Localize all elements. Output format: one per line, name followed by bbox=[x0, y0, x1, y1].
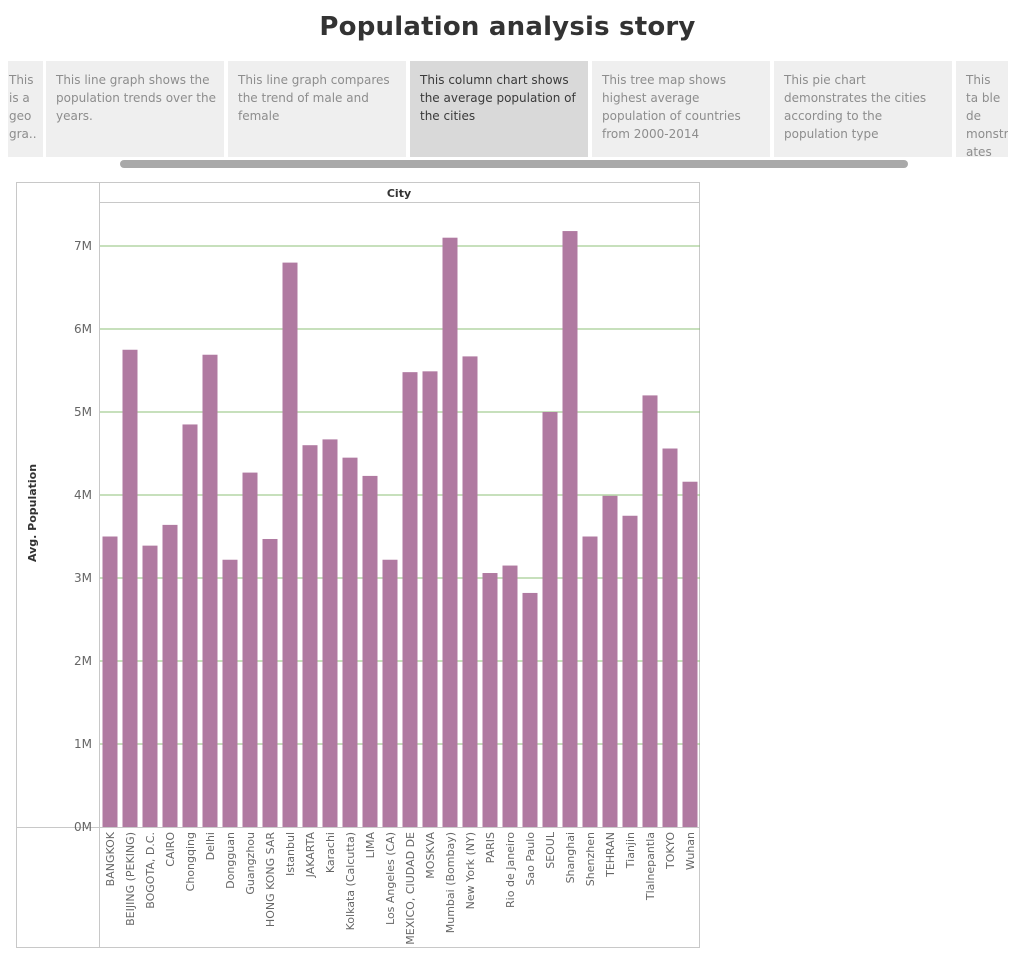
x-axis-label: Istanbul bbox=[284, 832, 297, 876]
x-axis-label: TEHRAN bbox=[604, 832, 617, 878]
bar[interactable] bbox=[402, 372, 418, 827]
bar[interactable] bbox=[622, 515, 638, 827]
story-point-2[interactable]: This line graph shows the population tre… bbox=[46, 61, 224, 157]
bar[interactable] bbox=[422, 371, 438, 827]
bar[interactable] bbox=[122, 349, 138, 827]
bar[interactable] bbox=[362, 475, 378, 827]
x-axis-label: Mumbai (Bombay) bbox=[444, 832, 457, 933]
x-axis-label: SEOUL bbox=[544, 831, 557, 869]
x-axis-label: Sao Paulo bbox=[524, 832, 537, 886]
bar[interactable] bbox=[322, 439, 338, 827]
x-axis-label: LIMA bbox=[364, 832, 377, 859]
x-axis-label: Guangzhou bbox=[244, 832, 257, 895]
bar[interactable] bbox=[102, 536, 118, 828]
column-header-label: City bbox=[387, 187, 411, 200]
y-tick-label: 7M bbox=[74, 239, 92, 253]
story-title: Population analysis story bbox=[319, 12, 696, 42]
bar[interactable] bbox=[482, 573, 498, 827]
story-point-3[interactable]: This line graph compares the trend of ma… bbox=[228, 61, 406, 157]
x-axis-label: BEIJING (PEKING) bbox=[124, 832, 137, 926]
bar[interactable] bbox=[382, 559, 398, 827]
y-tick-label: 2M bbox=[74, 654, 92, 668]
story-scrollbar[interactable] bbox=[120, 160, 908, 168]
bar[interactable] bbox=[522, 592, 538, 827]
x-axis-label: Tlalnepantla bbox=[644, 832, 657, 901]
x-axis-label: BANGKOK bbox=[104, 831, 117, 886]
bar[interactable] bbox=[282, 262, 298, 828]
bar[interactable] bbox=[342, 457, 358, 827]
y-tick-label: 1M bbox=[74, 737, 92, 751]
x-axis-labels: BANGKOK BEIJING (PEKING) BOGOTA, D.C. CAIRO… bbox=[104, 831, 697, 945]
story-point-text: This column chart shows the average popu… bbox=[420, 73, 576, 123]
chart-svg: City Avg. Population 0M 1M 2M 3M 4M 5M 6M 7M BA… bbox=[16, 182, 700, 948]
story-point-text: This tree map shows highest average popu… bbox=[602, 73, 741, 141]
story-point-text: This is a geo gra.. bbox=[9, 73, 37, 141]
y-axis-title: Avg. Population bbox=[26, 464, 39, 562]
y-tick-label: 5M bbox=[74, 405, 92, 419]
x-axis-label: Rio de Janeiro bbox=[504, 832, 517, 908]
bar[interactable] bbox=[602, 495, 618, 827]
x-axis-label: Chongqing bbox=[184, 832, 197, 891]
bar[interactable] bbox=[242, 472, 258, 827]
story-point-text: This line graph compares the trend of ma… bbox=[238, 73, 390, 123]
x-axis-label: HONG KONG SAR bbox=[264, 832, 277, 927]
bar[interactable] bbox=[442, 237, 458, 827]
story-point-7[interactable]: This ta ble de monstr ates p.. bbox=[956, 61, 1008, 157]
x-axis-label: Shanghai bbox=[564, 832, 577, 883]
x-axis-label: Los Angeles (CA) bbox=[384, 832, 397, 925]
bar[interactable] bbox=[502, 565, 518, 827]
x-axis-label: MOSKVA bbox=[424, 832, 437, 879]
y-tick-label: 3M bbox=[74, 571, 92, 585]
x-axis-label: JAKARTA bbox=[304, 832, 317, 879]
story-point-5[interactable]: This tree map shows highest average popu… bbox=[592, 61, 770, 157]
y-tick-label: 0M bbox=[74, 820, 92, 834]
x-axis-label: Wuhan bbox=[684, 832, 697, 870]
y-tick-label: 4M bbox=[74, 488, 92, 502]
x-axis-label: New York (NY) bbox=[464, 832, 477, 909]
bar[interactable] bbox=[562, 231, 578, 827]
bar[interactable] bbox=[142, 545, 158, 827]
x-axis-label: BOGOTA, D.C. bbox=[144, 832, 157, 909]
bar[interactable] bbox=[682, 481, 698, 827]
bar[interactable] bbox=[262, 538, 278, 827]
gridlines bbox=[100, 245, 700, 745]
x-axis-label: Dongguan bbox=[224, 832, 237, 889]
x-axis-label: Delhi bbox=[204, 832, 217, 860]
x-axis-label: Shenzhen bbox=[584, 832, 597, 886]
bar[interactable] bbox=[542, 412, 558, 827]
bar[interactable] bbox=[642, 395, 658, 827]
x-axis-label: MEXICO, CIUDAD DE bbox=[404, 832, 417, 945]
bar[interactable] bbox=[302, 445, 318, 827]
y-axis-ticks: 0M 1M 2M 3M 4M 5M 6M 7M bbox=[74, 239, 92, 834]
bar[interactable] bbox=[162, 524, 178, 827]
bar[interactable] bbox=[222, 559, 238, 827]
chart-border bbox=[16, 182, 700, 948]
story-point-text: This ta ble de monstr ates p.. bbox=[966, 73, 1008, 157]
bar[interactable] bbox=[462, 356, 478, 827]
story-point-6[interactable]: This pie chart demonstrates the cities a… bbox=[774, 61, 952, 157]
bars bbox=[102, 231, 698, 828]
x-axis-label: Kolkata (Calcutta) bbox=[344, 832, 357, 930]
story-point-text: This line graph shows the population tre… bbox=[56, 73, 216, 123]
story-navigator[interactable]: This is a geo gra.. This line graph show… bbox=[8, 61, 1008, 157]
column-chart: City Avg. Population 0M 1M 2M 3M 4M 5M 6M 7M BA… bbox=[16, 182, 700, 948]
bar[interactable] bbox=[202, 354, 218, 827]
x-axis-label: CAIRO bbox=[164, 832, 177, 867]
x-axis-label: TOKYO bbox=[664, 832, 677, 870]
x-axis-label: PARIS bbox=[484, 832, 497, 863]
story-point-text: This pie chart demonstrates the cities a… bbox=[784, 73, 927, 141]
story-point-4[interactable]: This column chart shows the average popu… bbox=[410, 61, 588, 157]
bar[interactable] bbox=[582, 536, 598, 828]
x-axis-label: Tianjin bbox=[624, 832, 637, 869]
y-tick-label: 6M bbox=[74, 322, 92, 336]
bar[interactable] bbox=[182, 424, 198, 827]
x-axis-label: Karachi bbox=[324, 832, 337, 873]
story-point-1[interactable]: This is a geo gra.. bbox=[8, 61, 43, 157]
bar[interactable] bbox=[662, 448, 678, 827]
